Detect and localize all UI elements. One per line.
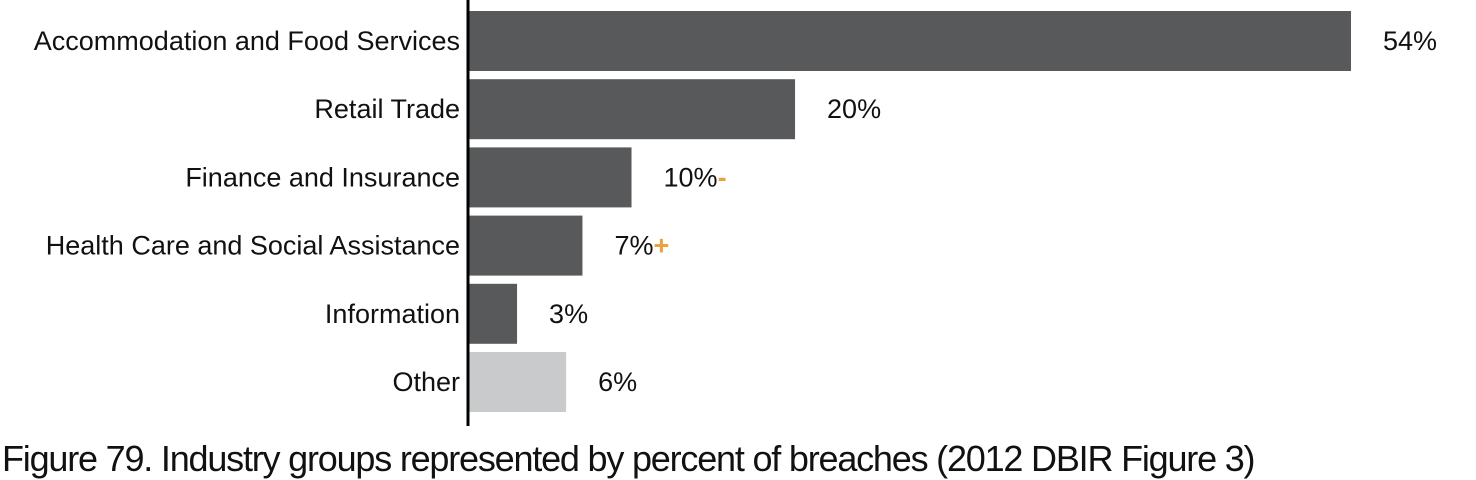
bar-health-care-and-social-assistance [468,215,583,276]
category-label-accommodation-and-food-services: Accommodation and Food Services [34,26,460,56]
bar-information [468,283,518,344]
trend-down-mark: - [718,162,727,192]
bar-chart: Accommodation and Food Services Retail Tr… [34,0,1437,426]
category-label-health-care-and-social-assistance: Health Care and Social Assistance [46,231,460,261]
trend-up-mark: + [653,231,669,261]
bar-retail-trade [468,79,796,140]
value-label-accommodation-and-food-services: 54% [1383,26,1437,56]
bar-accommodation-and-food-services [468,11,1351,71]
value-label-retail-trade: 20% [827,94,881,124]
figure-caption: Figure 79. Industry groups represented b… [2,438,1256,479]
bars [468,11,1351,412]
value-labels: 54% 20% 10%- 7%+ 3% 6% [549,26,1437,397]
value-label-health-care-and-social-assistance: 7%+ [614,231,669,261]
category-label-finance-and-insurance: Finance and Insurance [185,162,460,192]
bar-finance-and-insurance [468,147,632,208]
category-labels: Accommodation and Food Services Retail Tr… [34,26,460,397]
category-label-information: Information [325,299,460,329]
bar-other [468,352,567,412]
value-label-other: 6% [598,367,637,397]
value-label-finance-and-insurance: 10%- [664,162,727,192]
category-label-retail-trade: Retail Trade [314,94,460,124]
value-label-information: 3% [549,299,588,329]
category-label-other: Other [392,367,460,397]
